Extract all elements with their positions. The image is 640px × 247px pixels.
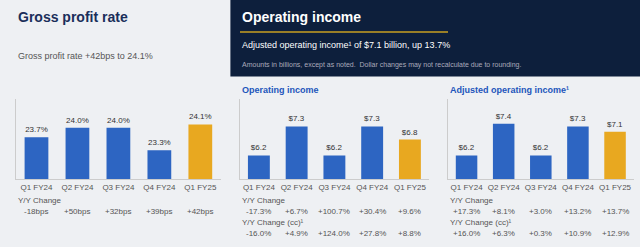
svg-text:+100.7%: +100.7%: [318, 207, 350, 216]
svg-text:+50bps: +50bps: [64, 207, 90, 216]
svg-text:Y/Y Change: Y/Y Change: [450, 196, 494, 205]
svg-text:+10.9%: +10.9%: [564, 229, 591, 238]
svg-text:+6.7%: +6.7%: [285, 207, 308, 216]
svg-text:Q3 FY24: Q3 FY24: [102, 183, 135, 192]
svg-text:24.1%: 24.1%: [189, 112, 212, 121]
svg-text:+13.2%: +13.2%: [564, 207, 591, 216]
svg-text:Y/Y Change (cc)¹: Y/Y Change (cc)¹: [242, 218, 304, 227]
svg-text:$7.4: $7.4: [496, 112, 512, 121]
svg-text:Q4 FY24: Q4 FY24: [562, 183, 595, 192]
svg-text:Y/Y Change: Y/Y Change: [242, 196, 286, 205]
svg-text:$7.3: $7.3: [364, 114, 380, 123]
svg-text:-18bps: -18bps: [24, 207, 48, 216]
svg-text:$7.3: $7.3: [289, 114, 305, 123]
svg-text:Q4 FY24: Q4 FY24: [356, 183, 389, 192]
svg-text:+16.0%: +16.0%: [453, 229, 480, 238]
svg-text:Q1 FY24: Q1 FY24: [20, 183, 53, 192]
svg-text:+6.3%: +6.3%: [492, 229, 515, 238]
svg-text:+12.9%: +12.9%: [602, 229, 629, 238]
svg-text:$6.2: $6.2: [251, 143, 267, 152]
svg-text:Q3 FY24: Q3 FY24: [525, 183, 558, 192]
svg-text:23.3%: 23.3%: [148, 138, 171, 147]
svg-text:+42bps: +42bps: [187, 207, 213, 216]
svg-text:Q4 FY24: Q4 FY24: [143, 183, 176, 192]
svg-text:+4.9%: +4.9%: [285, 229, 308, 238]
svg-text:$6.2: $6.2: [533, 143, 549, 152]
svg-text:$7.3: $7.3: [570, 114, 586, 123]
svg-text:Q2 FY24: Q2 FY24: [61, 183, 94, 192]
svg-text:Adjusted operating income¹ of: Adjusted operating income¹ of $7.1 billi…: [242, 40, 450, 50]
svg-text:+124.0%: +124.0%: [318, 229, 350, 238]
svg-text:Q1 FY25: Q1 FY25: [184, 183, 217, 192]
svg-text:$7.1: $7.1: [607, 120, 623, 129]
svg-text:+32bps: +32bps: [105, 207, 131, 216]
svg-text:Q1 FY24: Q1 FY24: [451, 183, 484, 192]
svg-text:Y/Y Change: Y/Y Change: [18, 196, 62, 205]
svg-text:Gross profit rate: Gross profit rate: [18, 9, 128, 25]
svg-text:24.0%: 24.0%: [66, 116, 89, 125]
svg-text:$6.2: $6.2: [458, 143, 474, 152]
svg-text:Q1 FY25: Q1 FY25: [394, 183, 427, 192]
svg-text:+13.7%: +13.7%: [602, 207, 629, 216]
svg-text:+30.4%: +30.4%: [359, 207, 386, 216]
svg-text:Q2 FY24: Q2 FY24: [281, 183, 314, 192]
svg-text:+3.0%: +3.0%: [529, 207, 552, 216]
svg-text:+27.8%: +27.8%: [359, 229, 386, 238]
svg-text:+9.6%: +9.6%: [398, 207, 421, 216]
svg-text:-17.3%: -17.3%: [246, 207, 271, 216]
svg-text:Q3 FY24: Q3 FY24: [318, 183, 351, 192]
svg-text:-16.0%: -16.0%: [246, 229, 271, 238]
svg-text:24.0%: 24.0%: [107, 116, 130, 125]
svg-text:Operating income: Operating income: [242, 9, 361, 25]
svg-text:Adjusted operating income¹: Adjusted operating income¹: [450, 85, 569, 95]
svg-text:Amounts in billions, except as: Amounts in billions, except as noted. Do…: [242, 61, 521, 69]
svg-text:+39bps: +39bps: [146, 207, 172, 216]
svg-text:+0.3%: +0.3%: [529, 229, 552, 238]
svg-text:Gross profit rate +42bps to 24: Gross profit rate +42bps to 24.1%: [18, 51, 153, 61]
svg-text:Q1 FY24: Q1 FY24: [243, 183, 276, 192]
svg-text:+17.3%: +17.3%: [453, 207, 480, 216]
svg-text:Operating income: Operating income: [242, 85, 319, 95]
svg-text:23.7%: 23.7%: [25, 125, 48, 134]
svg-text:$6.2: $6.2: [326, 143, 342, 152]
svg-text:Q2 FY24: Q2 FY24: [488, 183, 521, 192]
svg-text:Y/Y Change (cc)¹: Y/Y Change (cc)¹: [450, 218, 512, 227]
svg-text:$6.8: $6.8: [402, 128, 418, 137]
svg-text:+8.1%: +8.1%: [492, 207, 515, 216]
svg-text:Q1 FY25: Q1 FY25: [599, 183, 632, 192]
svg-text:+8.8%: +8.8%: [398, 229, 421, 238]
